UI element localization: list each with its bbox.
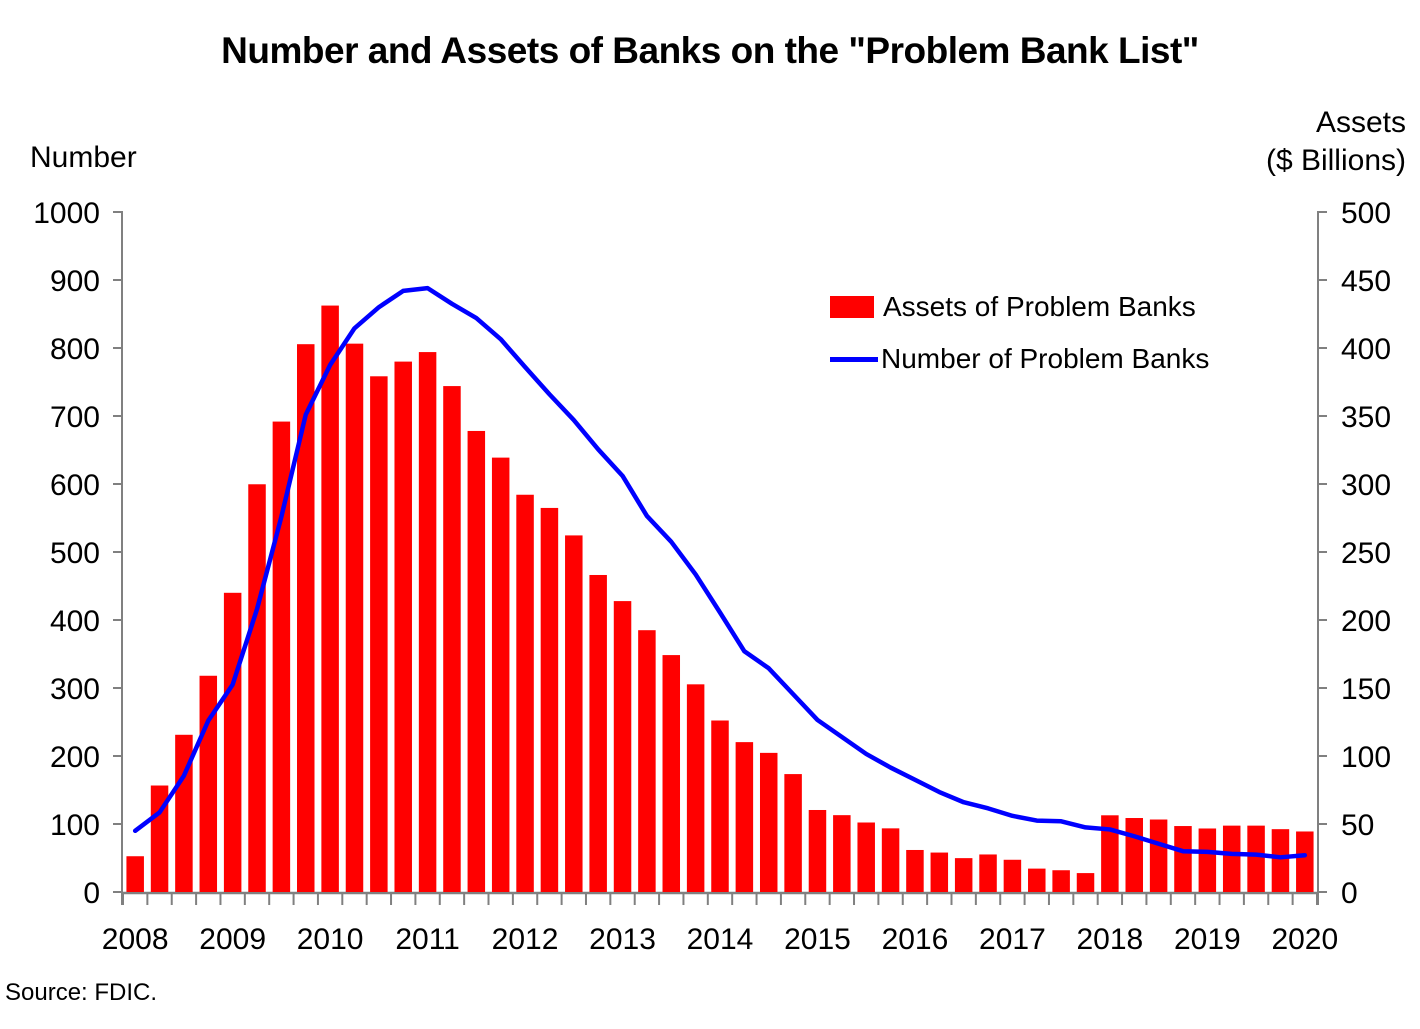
year-label: 2010 bbox=[297, 923, 364, 956]
asset-bar bbox=[979, 854, 997, 892]
right-axis-title: Assets ($ Billions) bbox=[1266, 104, 1406, 180]
asset-bar bbox=[418, 352, 437, 893]
asset-bar bbox=[711, 720, 729, 892]
asset-bar bbox=[175, 734, 193, 892]
left-axis-tick-label: 0 bbox=[83, 877, 100, 910]
asset-bar bbox=[954, 858, 973, 892]
asset-bar bbox=[881, 828, 900, 892]
asset-bar bbox=[565, 535, 583, 892]
asset-bar bbox=[491, 457, 510, 892]
asset-bar bbox=[589, 574, 607, 892]
right-axis-tick-label: 300 bbox=[1341, 469, 1391, 502]
asset-bar bbox=[930, 852, 949, 892]
asset-bar bbox=[857, 822, 875, 892]
asset-bar bbox=[759, 752, 778, 892]
legend: Assets of Problem Banks Number of Proble… bbox=[830, 291, 1210, 374]
year-label: 2017 bbox=[979, 923, 1046, 956]
right-axis-tick-label: 50 bbox=[1341, 809, 1374, 842]
year-label: 2014 bbox=[687, 923, 754, 956]
left-axis-tick-label: 300 bbox=[50, 673, 100, 706]
asset-bar bbox=[321, 305, 339, 892]
asset-bar bbox=[223, 592, 242, 892]
legend-item-number: Number of Problem Banks bbox=[830, 343, 1210, 374]
asset-bar bbox=[1174, 826, 1192, 892]
year-label: 2015 bbox=[784, 923, 851, 956]
right-axis-tick-label: 150 bbox=[1341, 673, 1391, 706]
asset-bar bbox=[150, 785, 169, 892]
left-axis-tick-label: 1000 bbox=[33, 197, 100, 230]
asset-bar bbox=[1198, 828, 1217, 892]
right-axis-tick-label: 450 bbox=[1341, 265, 1391, 298]
left-axis-tick-label: 700 bbox=[50, 401, 100, 434]
asset-bar bbox=[1028, 868, 1046, 892]
asset-bar bbox=[1076, 873, 1095, 892]
year-label: 2013 bbox=[589, 923, 656, 956]
asset-bar bbox=[735, 742, 754, 892]
right-axis-title-line2: ($ Billions) bbox=[1265, 144, 1406, 177]
right-axis-title-line1: Assets bbox=[1315, 106, 1406, 139]
year-label: 2020 bbox=[1271, 923, 1338, 956]
asset-bar bbox=[248, 484, 266, 892]
asset-bar bbox=[297, 344, 315, 892]
asset-bar bbox=[1003, 859, 1022, 892]
asset-bar bbox=[1296, 831, 1314, 892]
asset-bar bbox=[516, 494, 534, 892]
asset-bar bbox=[1222, 825, 1241, 892]
right-axis-tick-label: 250 bbox=[1341, 537, 1391, 570]
year-label: 2012 bbox=[492, 923, 559, 956]
left-axis-tick-label: 100 bbox=[50, 809, 100, 842]
asset-bar bbox=[1271, 829, 1290, 892]
year-label: 2011 bbox=[395, 923, 460, 956]
asset-bar bbox=[1101, 815, 1119, 892]
number-line bbox=[132, 285, 1308, 860]
asset-bar bbox=[638, 630, 656, 892]
asset-bar bbox=[1052, 870, 1070, 892]
right-axis-tick-label: 400 bbox=[1341, 333, 1391, 366]
asset-bar bbox=[808, 809, 827, 892]
right-axis-tick-label: 500 bbox=[1341, 197, 1391, 230]
year-label: 2008 bbox=[102, 923, 169, 956]
year-label: 2009 bbox=[199, 923, 266, 956]
left-axis-tick-label: 200 bbox=[50, 741, 100, 774]
asset-bar bbox=[662, 655, 681, 892]
asset-bar bbox=[613, 601, 632, 892]
right-axis-tick-label: 100 bbox=[1341, 741, 1391, 774]
asset-bar bbox=[370, 376, 388, 893]
right-axis-tick-label: 0 bbox=[1341, 877, 1358, 910]
asset-bar bbox=[126, 856, 144, 892]
asset-bar bbox=[1247, 825, 1265, 892]
bar-swatch-icon bbox=[830, 296, 874, 318]
left-axis-title: Number bbox=[30, 141, 137, 174]
chart-title: Number and Assets of Banks on the "Probl… bbox=[221, 30, 1199, 71]
left-axis-tick-label: 400 bbox=[50, 605, 100, 638]
asset-bar bbox=[467, 430, 486, 892]
right-axis-tick-label: 350 bbox=[1341, 401, 1391, 434]
asset-bar bbox=[443, 386, 461, 892]
source-note: Source: FDIC. bbox=[5, 979, 158, 1006]
year-label: 2018 bbox=[1077, 923, 1144, 956]
asset-bar bbox=[345, 343, 364, 892]
year-label: 2019 bbox=[1174, 923, 1241, 956]
asset-bar bbox=[906, 849, 924, 892]
asset-bar bbox=[1149, 819, 1168, 892]
legend-label-number: Number of Problem Banks bbox=[881, 343, 1210, 374]
asset-bar bbox=[833, 815, 851, 892]
legend-item-assets: Assets of Problem Banks bbox=[830, 291, 1209, 322]
left-axis-tick-label: 800 bbox=[50, 333, 100, 366]
legend-label-assets: Assets of Problem Banks bbox=[883, 291, 1196, 322]
year-label: 2016 bbox=[882, 923, 949, 956]
left-axis-tick-label: 600 bbox=[50, 469, 100, 502]
asset-bar bbox=[540, 507, 559, 892]
asset-bar bbox=[686, 684, 705, 892]
asset-bar bbox=[1125, 818, 1143, 892]
left-axis-tick-label: 900 bbox=[50, 265, 100, 298]
asset-bar bbox=[784, 774, 802, 892]
left-axis-tick-label: 500 bbox=[50, 537, 100, 570]
right-axis-tick-label: 200 bbox=[1341, 605, 1391, 638]
line-swatch-icon bbox=[830, 356, 878, 362]
asset-bar bbox=[394, 361, 412, 893]
